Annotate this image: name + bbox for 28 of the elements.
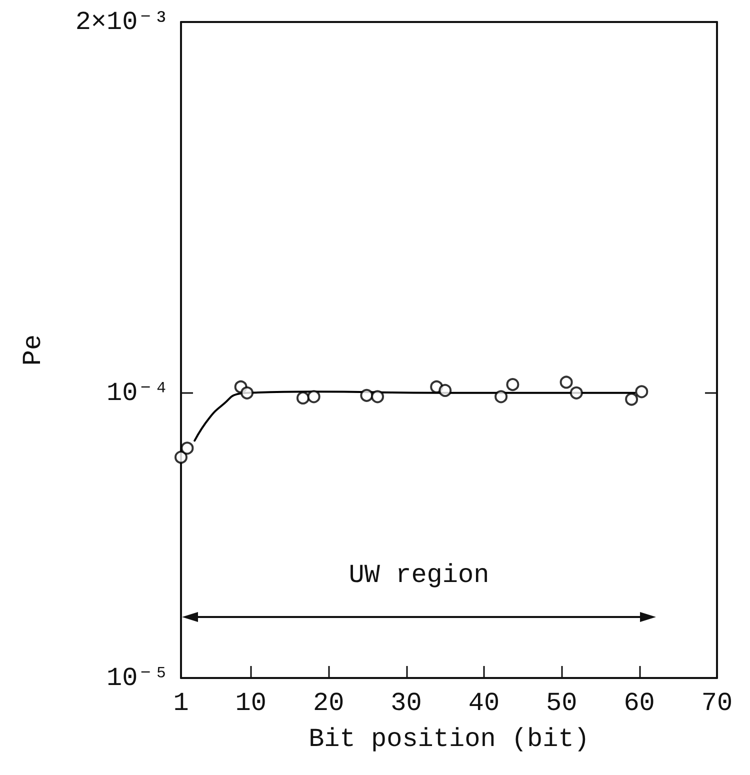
- point: [570, 386, 583, 400]
- point: [180, 442, 194, 455]
- y-tick-label: 10⁻⁵: [106, 663, 169, 693]
- point: [360, 388, 374, 402]
- x-tick-label: 40: [468, 688, 500, 718]
- x-tick-label: 60: [624, 688, 655, 718]
- point: [438, 384, 452, 397]
- x-tick-label: 20: [312, 688, 344, 718]
- point: [296, 391, 310, 404]
- point: [625, 392, 638, 406]
- point: [371, 390, 384, 404]
- point: [635, 385, 648, 398]
- x-tick-label: 70: [701, 688, 733, 718]
- point: [560, 376, 573, 389]
- point: [307, 390, 320, 404]
- x-tick-label: 30: [390, 688, 422, 718]
- x-tick-label: 50: [546, 688, 578, 718]
- y-tick-label: 2×10⁻³: [75, 7, 169, 37]
- point: [240, 386, 254, 400]
- x-tick-label: 10: [235, 688, 267, 718]
- y-tick-label: 10⁻⁴: [106, 378, 169, 408]
- point: [494, 390, 508, 404]
- y-axis-title: Pe: [18, 334, 48, 366]
- annotation: UW region: [348, 560, 490, 590]
- point: [506, 378, 520, 392]
- x-axis-title: Bit position (bit): [308, 724, 590, 754]
- point: [174, 450, 188, 464]
- x-tick-label: 1: [173, 688, 189, 718]
